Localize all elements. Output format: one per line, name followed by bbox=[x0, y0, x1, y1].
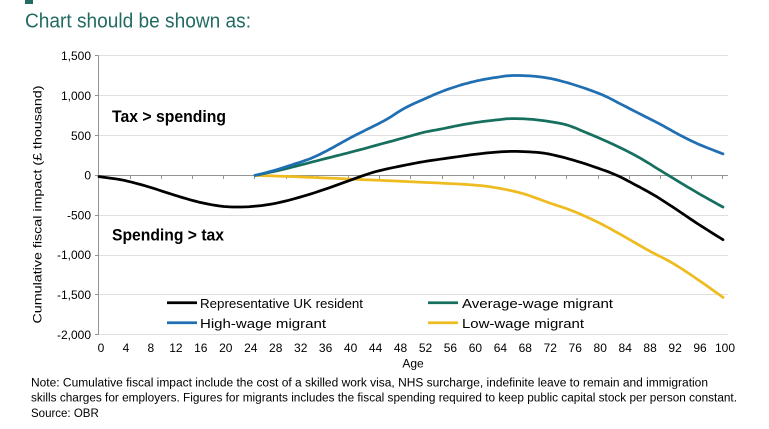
svg-text:64: 64 bbox=[494, 341, 508, 355]
svg-text:16: 16 bbox=[194, 341, 208, 355]
svg-text:24: 24 bbox=[244, 341, 258, 355]
svg-text:40: 40 bbox=[344, 341, 358, 355]
svg-text:100: 100 bbox=[715, 341, 735, 355]
svg-text:Note: Cumulative fiscal impact: Note: Cumulative fiscal impact include t… bbox=[31, 378, 708, 390]
svg-text:1,000: 1,000 bbox=[61, 89, 91, 103]
svg-text:-500: -500 bbox=[67, 208, 91, 222]
svg-text:-1,000: -1,000 bbox=[57, 248, 91, 262]
svg-text:Cumulative fiscal impact (£ th: Cumulative fiscal impact (£ thousand) bbox=[31, 86, 45, 324]
svg-text:56: 56 bbox=[444, 341, 458, 355]
svg-text:Representative UK resident: Representative UK resident bbox=[200, 296, 363, 311]
svg-text:52: 52 bbox=[419, 341, 433, 355]
svg-text:12: 12 bbox=[169, 341, 183, 355]
svg-text:48: 48 bbox=[394, 341, 408, 355]
svg-text:0: 0 bbox=[98, 341, 105, 355]
svg-text:96: 96 bbox=[693, 341, 707, 355]
svg-text:20: 20 bbox=[219, 341, 233, 355]
svg-text:88: 88 bbox=[643, 341, 657, 355]
svg-text:1,500: 1,500 bbox=[61, 49, 91, 63]
svg-text:Tax > spending: Tax > spending bbox=[112, 107, 226, 126]
svg-text:High-wage migrant: High-wage migrant bbox=[200, 316, 326, 331]
svg-text:84: 84 bbox=[619, 341, 633, 355]
svg-text:4: 4 bbox=[123, 341, 130, 355]
svg-text:76: 76 bbox=[569, 341, 583, 355]
svg-text:-1,500: -1,500 bbox=[57, 288, 91, 302]
svg-text:36: 36 bbox=[319, 341, 333, 355]
svg-text:Average-wage migrant: Average-wage migrant bbox=[462, 296, 613, 311]
svg-text:44: 44 bbox=[369, 341, 383, 355]
svg-text:500: 500 bbox=[71, 129, 91, 143]
svg-text:80: 80 bbox=[594, 341, 608, 355]
svg-text:Low-wage migrant: Low-wage migrant bbox=[462, 316, 584, 331]
svg-text:72: 72 bbox=[544, 341, 558, 355]
svg-text:68: 68 bbox=[519, 341, 533, 355]
svg-text:60: 60 bbox=[469, 341, 483, 355]
svg-text:-2,000: -2,000 bbox=[57, 328, 91, 342]
svg-text:Spending > tax: Spending > tax bbox=[112, 226, 224, 245]
svg-text:92: 92 bbox=[668, 341, 682, 355]
svg-text:skills charges for employers.: skills charges for employers. Figures fo… bbox=[31, 393, 737, 405]
svg-text:32: 32 bbox=[294, 341, 308, 355]
svg-text:8: 8 bbox=[148, 341, 155, 355]
svg-text:28: 28 bbox=[269, 341, 283, 355]
svg-text:Chart should be shown as:: Chart should be shown as: bbox=[25, 11, 251, 33]
svg-text:0: 0 bbox=[84, 169, 91, 183]
svg-text:Source: OBR: Source: OBR bbox=[31, 408, 99, 420]
svg-text:Age: Age bbox=[402, 357, 424, 371]
